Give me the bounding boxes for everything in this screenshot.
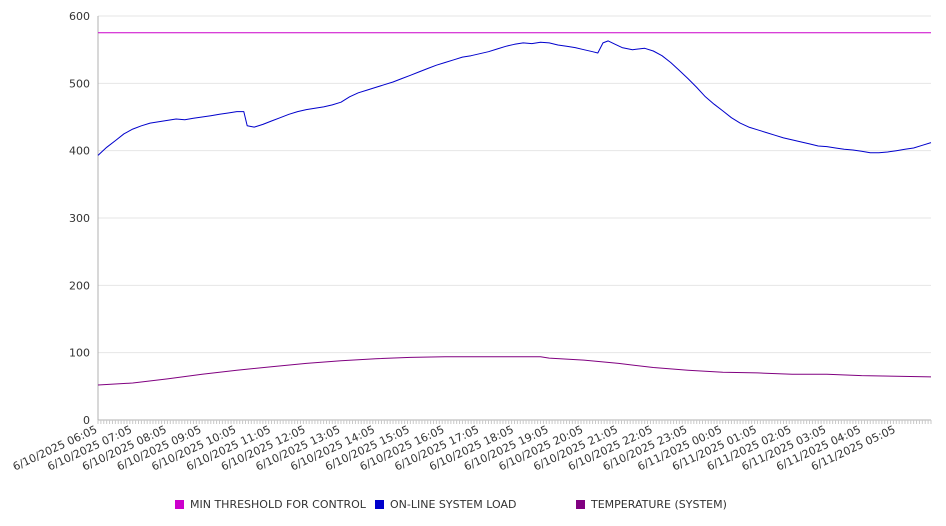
series-line-temperature[interactable] xyxy=(97,356,932,386)
y-tick-labels: 0 100 200 300 400 500 600 xyxy=(69,10,90,427)
legend-label-online-system-load: ON-LINE SYSTEM LOAD xyxy=(390,498,517,511)
y-tick-label-500: 500 xyxy=(69,77,90,90)
y-tick-label-200: 200 xyxy=(69,279,90,292)
legend-item-min-threshold[interactable]: MIN THRESHOLD FOR CONTROL xyxy=(175,498,366,511)
legend: MIN THRESHOLD FOR CONTROL ON-LINE SYSTEM… xyxy=(0,498,946,514)
x-tick-labels: 6/10/2025 06:056/10/2025 07:056/10/2025 … xyxy=(11,423,898,473)
series-lines xyxy=(97,32,932,386)
legend-swatch-temperature xyxy=(576,500,585,509)
legend-label-temperature: TEMPERATURE (SYSTEM) xyxy=(591,498,727,511)
legend-swatch-min-threshold xyxy=(175,500,184,509)
legend-label-min-threshold: MIN THRESHOLD FOR CONTROL xyxy=(190,498,366,511)
legend-swatch-online-system-load xyxy=(375,500,384,509)
y-tick-label-0: 0 xyxy=(83,414,90,427)
series-line-online-system-load[interactable] xyxy=(97,40,932,156)
y-tick-label-600: 600 xyxy=(69,10,90,23)
legend-item-online-system-load[interactable]: ON-LINE SYSTEM LOAD xyxy=(375,498,516,511)
y-tick-label-400: 400 xyxy=(69,145,90,158)
gridlines xyxy=(98,15,931,354)
y-tick-label-100: 100 xyxy=(69,347,90,360)
axes xyxy=(97,16,932,424)
legend-item-temperature[interactable]: TEMPERATURE (SYSTEM) xyxy=(576,498,727,511)
y-tick-label-300: 300 xyxy=(69,212,90,225)
